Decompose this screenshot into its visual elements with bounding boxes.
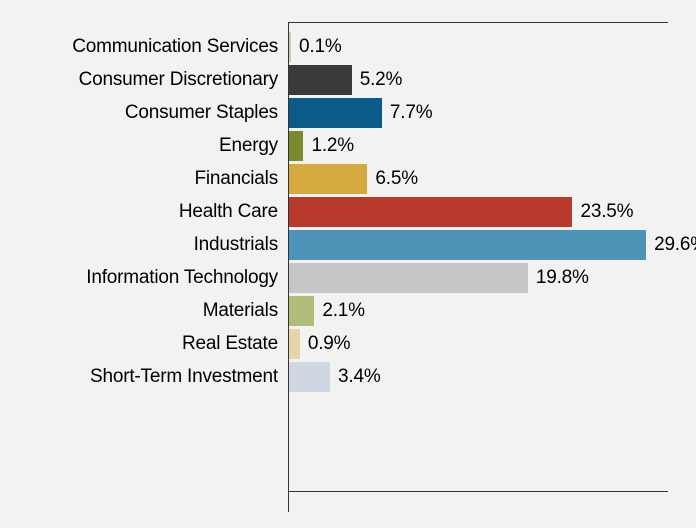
category-label: Materials (203, 300, 278, 322)
sector-allocation-chart: Communication Services 0.1% Consumer Discr… (0, 0, 696, 528)
value-label: 5.2% (360, 69, 403, 91)
bar (289, 230, 646, 260)
bar (289, 98, 382, 128)
value-label: 0.1% (299, 36, 342, 58)
bar (289, 164, 367, 194)
bar (289, 65, 352, 95)
category-label: Short-Term Investment (90, 366, 278, 388)
chart-row: Real Estate 0.9% (0, 329, 696, 359)
chart-row: Materials 2.1% (0, 296, 696, 326)
category-label: Information Technology (86, 267, 278, 289)
value-label: 29.6% (654, 234, 696, 256)
bar (289, 329, 300, 359)
value-label: 0.9% (308, 333, 351, 355)
category-label: Financials (194, 168, 278, 190)
chart-row: Short-Term Investment 3.4% (0, 362, 696, 392)
chart-row: Industrials 29.6% (0, 230, 696, 260)
bar (289, 362, 330, 392)
bar (289, 296, 314, 326)
chart-row: Communication Services 0.1% (0, 32, 696, 62)
bar (289, 197, 572, 227)
value-label: 19.8% (536, 267, 589, 289)
category-label: Communication Services (72, 36, 278, 58)
bar (289, 263, 528, 293)
value-label: 3.4% (338, 366, 381, 388)
bar (289, 131, 303, 161)
category-label: Consumer Discretionary (79, 69, 278, 91)
category-label: Energy (219, 135, 278, 157)
chart-row: Financials 6.5% (0, 164, 696, 194)
value-label: 6.5% (375, 168, 418, 190)
chart-row: Health Care 23.5% (0, 197, 696, 227)
chart-row: Consumer Discretionary 5.2% (0, 65, 696, 95)
category-label: Health Care (179, 201, 278, 223)
value-label: 2.1% (322, 300, 365, 322)
chart-row: Information Technology 19.8% (0, 263, 696, 293)
category-label: Industrials (194, 234, 278, 256)
category-label: Real Estate (182, 333, 278, 355)
bar (289, 32, 291, 62)
value-label: 7.7% (390, 102, 433, 124)
chart-row: Consumer Staples 7.7% (0, 98, 696, 128)
category-label: Consumer Staples (125, 102, 278, 124)
value-label: 23.5% (580, 201, 633, 223)
value-label: 1.2% (311, 135, 354, 157)
chart-row: Energy 1.2% (0, 131, 696, 161)
